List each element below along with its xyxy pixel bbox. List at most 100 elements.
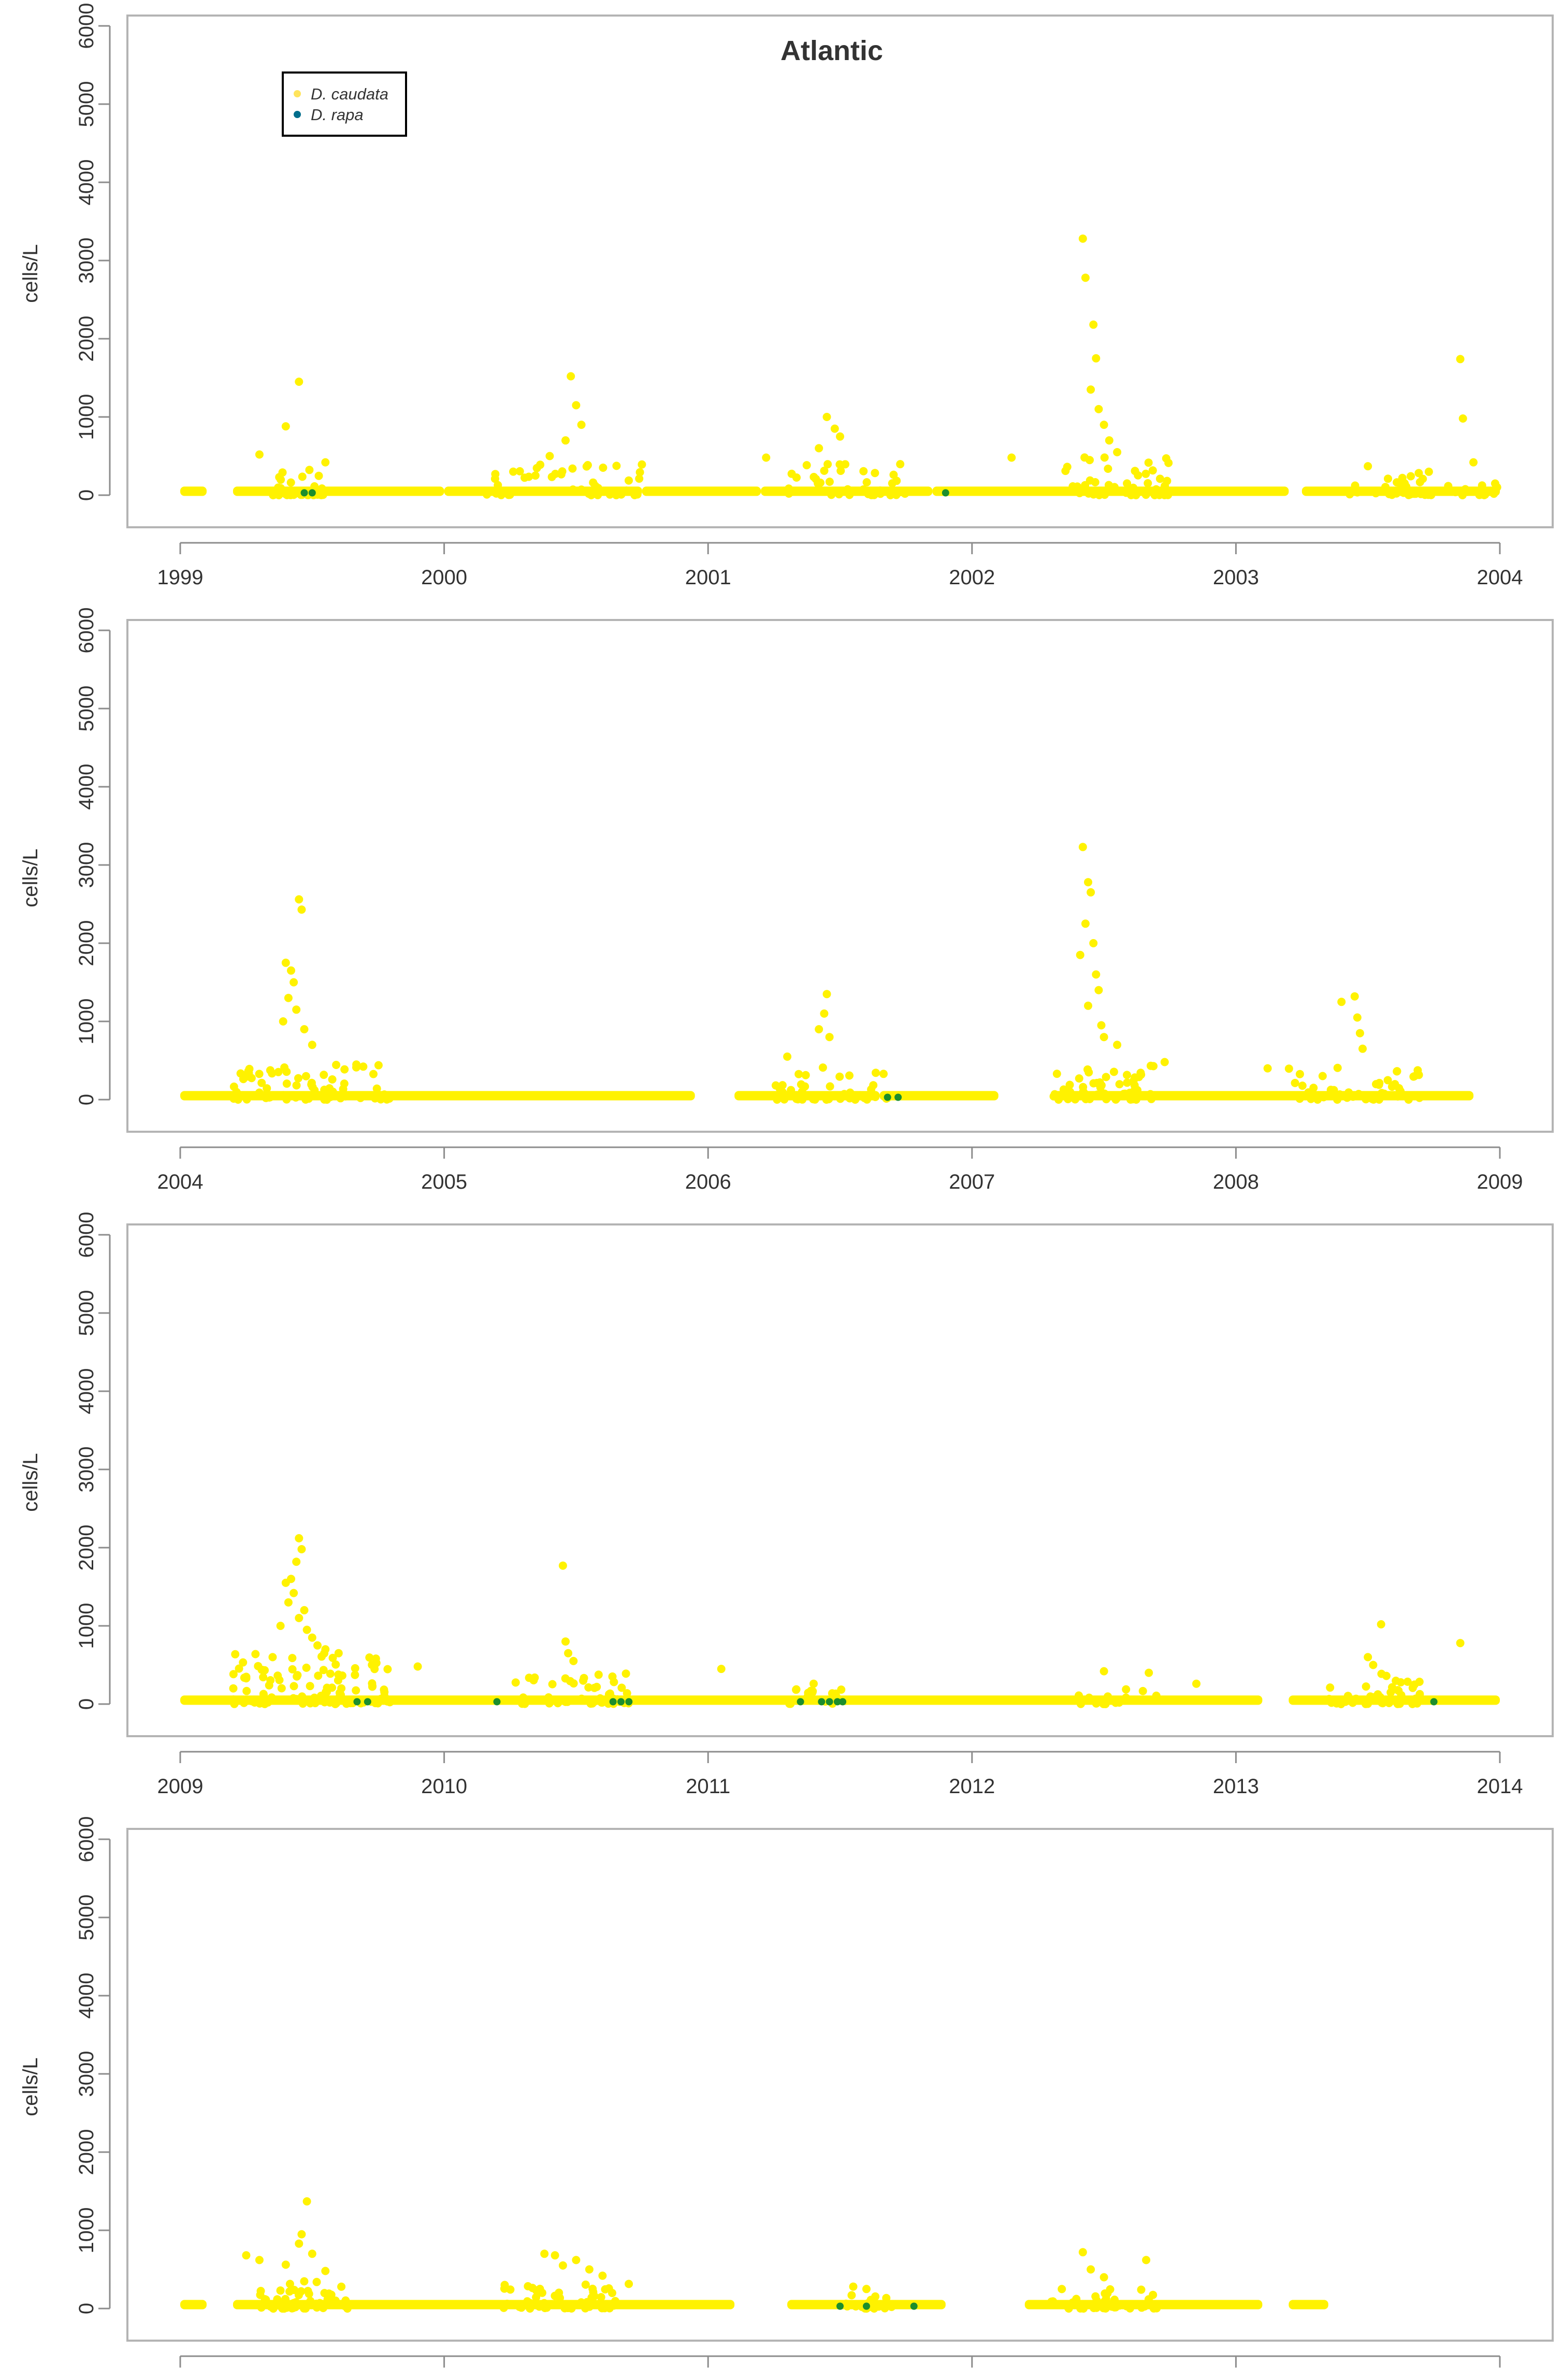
panel-3: 0 1000 2000 3000 4000 5000 6000 cells/L 2009 2010… (19, 1212, 1554, 1798)
caudata-point (845, 1094, 854, 1103)
caudata-point (871, 469, 879, 478)
caudata-point (1372, 1080, 1380, 1089)
caudata-point (572, 401, 581, 410)
caudata-point (302, 1625, 311, 1634)
caudata-point (277, 1684, 286, 1693)
caudata-point (504, 2300, 513, 2309)
x-tick-label: 2010 (421, 1775, 467, 1798)
caudata-point (1094, 405, 1103, 413)
caudata-point (1078, 843, 1087, 852)
x-tick-label: 2011 (686, 1775, 730, 1798)
caudata-point (293, 1671, 302, 1680)
caudata-point (308, 2249, 316, 2258)
series-rapa (836, 2302, 918, 2310)
caudata-point (248, 1697, 256, 1706)
caudata-point (1131, 467, 1139, 475)
caudata-point (1353, 1013, 1362, 1022)
y-tick-label: 4000 (75, 1973, 98, 2019)
caudata-point (259, 1673, 268, 1682)
caudata-point (1089, 320, 1098, 329)
series-rapa (300, 489, 949, 497)
caudata-point (1063, 2302, 1072, 2311)
legend-marker-rapa (294, 111, 301, 118)
caudata-point (1192, 1679, 1201, 1688)
caudata-point (331, 1699, 340, 1708)
caudata-point (266, 1676, 275, 1684)
caudata-point (323, 1683, 331, 1692)
caudata-point (320, 1071, 328, 1079)
y-tick-label: 2000 (75, 2129, 98, 2175)
caudata-point (623, 1689, 631, 1698)
caudata-point (568, 464, 577, 473)
caudata-point (551, 2251, 559, 2260)
caudata-point (331, 1660, 340, 1669)
y-tick-label: 6000 (75, 608, 98, 654)
caudata-point (326, 1669, 335, 1678)
caudata-point (871, 2292, 880, 2301)
caudata-point (1129, 483, 1138, 492)
caudata-point (261, 1666, 269, 1675)
caudata-point (266, 1066, 274, 1075)
caudata-point (1084, 1001, 1092, 1010)
caudata-point (545, 1696, 554, 1705)
caudata-point (1113, 1041, 1122, 1049)
caudata-point (1123, 1071, 1131, 1079)
caudata-point (594, 1670, 603, 1679)
x-tick-label: 2012 (949, 1775, 995, 1798)
caudata-point (785, 484, 793, 493)
caudata-point (540, 2249, 549, 2258)
y-tick-label: 1000 (75, 1603, 98, 1649)
caudata-point (1090, 2304, 1098, 2312)
caudata-point (1126, 1094, 1135, 1103)
caudata-point (1100, 1033, 1108, 1042)
x-tick-label: 2004 (157, 1171, 204, 1193)
caudata-point (1142, 2256, 1151, 2264)
caudata-point (380, 1090, 389, 1099)
caudata-point (1056, 2300, 1064, 2309)
caudata-point (787, 1086, 796, 1094)
caudata-point (282, 2303, 291, 2312)
caudata-point (279, 1091, 287, 1100)
caudata-point (520, 473, 529, 482)
caudata-point (1350, 992, 1359, 1001)
caudata-point (1144, 479, 1152, 487)
caudata-point (1444, 482, 1453, 491)
caudata-point (284, 993, 293, 1002)
caudata-point (337, 2282, 346, 2291)
caudata-point (1007, 453, 1016, 462)
y-tick-label: 5000 (75, 1895, 98, 1941)
caudata-point (1148, 466, 1157, 475)
caudata-point (605, 1689, 614, 1698)
caudata-point (352, 1686, 360, 1695)
caudata-point (1129, 1076, 1138, 1085)
caudata-point (837, 1685, 846, 1694)
caudata-point (1152, 1691, 1161, 1700)
x-tick-label: 1999 (157, 566, 204, 589)
caudata-point (328, 1075, 337, 1084)
caudata-point (274, 1068, 283, 1076)
y-tick-label: 5000 (75, 1290, 98, 1336)
y-axis: 0 1000 2000 3000 4000 5000 6000 (75, 3, 111, 501)
caudata-point (377, 1694, 385, 1703)
caudata-point (826, 1082, 834, 1091)
caudata-point (1099, 2304, 1108, 2313)
caudata-point (792, 1685, 801, 1694)
caudata-baseline-band (642, 486, 761, 496)
caudata-point (554, 1699, 562, 1708)
caudata-point (240, 1698, 249, 1707)
caudata-point (314, 1671, 323, 1680)
caudata-point (524, 2282, 532, 2290)
caudata-point (792, 473, 801, 482)
rapa-point (884, 1093, 891, 1101)
caudata-point (1122, 1685, 1131, 1694)
caudata-point (1469, 458, 1478, 467)
caudata-point (1081, 273, 1090, 282)
caudata-point (869, 1081, 878, 1090)
caudata-point (1065, 1080, 1074, 1089)
caudata-point (1398, 473, 1407, 482)
caudata-point (288, 1654, 297, 1663)
caudata-point (298, 472, 307, 481)
caudata-point (259, 1690, 268, 1698)
caudata-point (1384, 474, 1392, 483)
caudata-point (286, 478, 295, 487)
